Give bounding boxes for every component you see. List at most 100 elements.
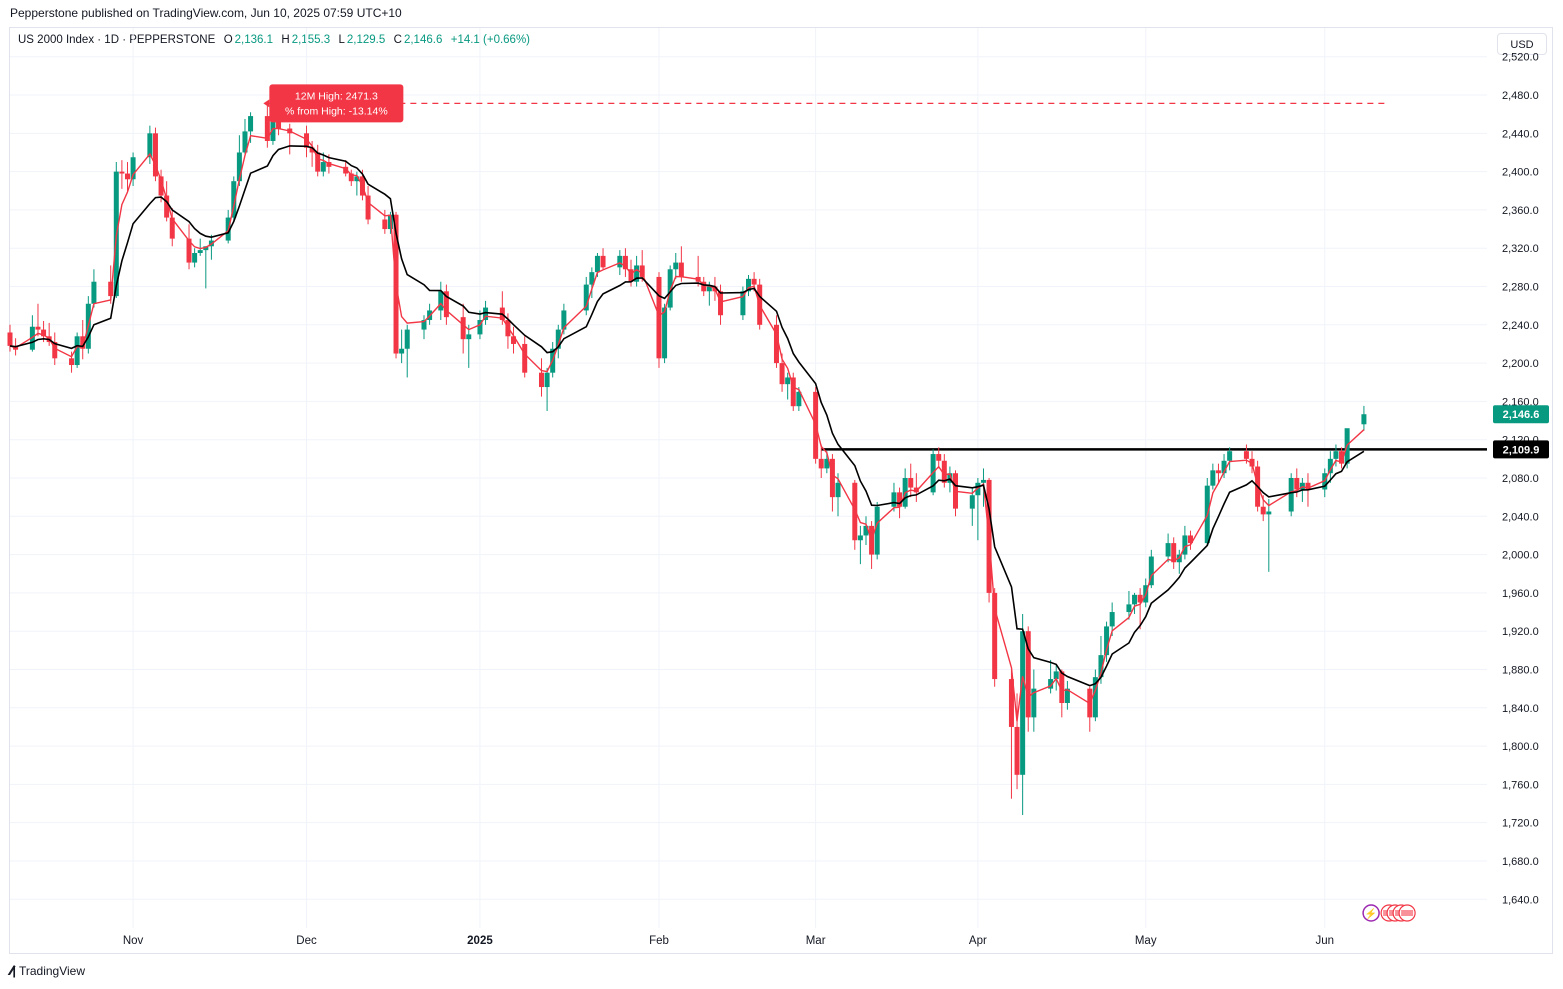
- x-tick-label: Jun: [1315, 935, 1334, 947]
- candle-body: [186, 238, 192, 263]
- last-price-label-bg: [1493, 405, 1549, 424]
- candle-body: [264, 116, 270, 141]
- lightning-glyph: ⚡: [1365, 907, 1377, 920]
- candle-body: [152, 133, 158, 177]
- candle-body: [80, 336, 86, 349]
- candle-body: [1031, 688, 1037, 718]
- candle-body: [466, 334, 472, 340]
- currency-button[interactable]: USD: [1497, 33, 1547, 55]
- candle-body: [818, 458, 824, 469]
- candle-body: [1227, 451, 1233, 461]
- y-tick-label: 2,240.0: [1502, 320, 1539, 332]
- high-annotation: 12M High: 2471.3 % from High: -13.14%: [263, 84, 404, 123]
- candle-body: [1215, 470, 1221, 474]
- candle-body: [164, 195, 170, 218]
- candle-body: [773, 324, 779, 364]
- chart-frame: [9, 27, 1553, 954]
- candle-body: [119, 171, 125, 174]
- candle-body: [304, 133, 310, 148]
- candle-body: [980, 479, 986, 483]
- candle-body: [276, 118, 282, 129]
- candle-body: [29, 326, 35, 350]
- candle-body: [1008, 679, 1014, 727]
- candle-body: [874, 506, 880, 555]
- candle-body: [538, 372, 544, 388]
- level-price-label: 2,109.9: [1503, 444, 1540, 456]
- candle-body: [1221, 460, 1227, 474]
- annotation-pointer: [263, 99, 270, 108]
- candle-body: [852, 482, 858, 541]
- candle-body: [74, 336, 80, 366]
- levels: [267, 102, 1487, 451]
- candle-body: [326, 162, 332, 167]
- y-tick-label: 1,640.0: [1502, 894, 1539, 906]
- candle-body: [309, 147, 315, 153]
- candle-body: [404, 329, 410, 349]
- y-tick-label: 2,480.0: [1502, 90, 1539, 102]
- candle-body: [913, 487, 919, 493]
- candle-body: [662, 307, 668, 359]
- candle-body: [1361, 414, 1367, 425]
- ema-slow-line: [9, 145, 1365, 687]
- candle-body: [52, 342, 58, 359]
- candle-body: [147, 133, 153, 158]
- candle-body: [555, 329, 561, 349]
- y-tick-label: 2,520.0: [1502, 52, 1539, 64]
- ohlc-legend: US 2000 Index · 1D · PEPPERSTONE O 2,136.…: [18, 34, 532, 46]
- y-tick-label: 2,280.0: [1502, 282, 1539, 294]
- candle-body: [706, 286, 712, 292]
- symbol-label[interactable]: US 2000 Index · 1D · PEPPERSTONE: [18, 34, 216, 46]
- candle-body: [1148, 556, 1154, 586]
- candle-body: [969, 495, 975, 509]
- candle-body: [1243, 451, 1249, 459]
- candle-body: [443, 291, 449, 318]
- candle-body: [477, 320, 483, 335]
- candle-body: [779, 363, 785, 385]
- candle-body: [320, 162, 326, 172]
- candle-body: [1305, 482, 1311, 490]
- footer-brand[interactable]: TradingView: [18, 963, 86, 978]
- candle-body: [701, 281, 707, 292]
- tradingview-logo-icon: ⁄⁄|: [10, 963, 16, 978]
- candle-body: [483, 307, 489, 321]
- y-tick-label: 2,200.0: [1502, 358, 1539, 370]
- candle-body: [438, 291, 444, 311]
- candle-body: [35, 326, 41, 330]
- y-tick-label: 2,400.0: [1502, 167, 1539, 179]
- candle-body: [1092, 677, 1098, 718]
- candle-body: [511, 336, 517, 344]
- candle-body: [1294, 478, 1300, 490]
- candle-body: [947, 473, 953, 483]
- level-price-label-bg: [1493, 440, 1549, 459]
- candle-body: [746, 278, 751, 292]
- y-tick-label: 1,680.0: [1502, 856, 1539, 868]
- candle-body: [203, 246, 209, 251]
- candle-body: [1059, 671, 1065, 703]
- candle-body: [857, 535, 863, 541]
- grid: [10, 28, 1487, 928]
- lightning-icon: [1362, 904, 1380, 922]
- candle-body: [7, 332, 13, 346]
- candle-body: [1064, 688, 1070, 703]
- x-tick-label: 2025: [467, 935, 493, 947]
- annotation-line1: 12M High: 2471.3: [295, 90, 378, 102]
- y-tick-label: 1,960.0: [1502, 588, 1539, 600]
- candle-body: [824, 458, 830, 469]
- candle-body: [634, 265, 640, 282]
- candle-body: [1210, 470, 1216, 486]
- y-tick-label: 2,000.0: [1502, 550, 1539, 562]
- x-tick-label: Dec: [296, 935, 317, 947]
- candle-body: [382, 219, 388, 230]
- candle-body: [231, 181, 237, 218]
- y-tick-label: 1,920.0: [1502, 626, 1539, 638]
- x-tick-label: Nov: [123, 935, 144, 947]
- x-tick-label: Apr: [969, 935, 987, 947]
- candle-body: [343, 166, 349, 174]
- candle-body: [785, 377, 791, 385]
- x-axis: Nov Dec 2025 Feb Mar Apr May Jun: [123, 935, 1334, 947]
- low-value: 2,129.5: [346, 34, 386, 46]
- close-label: C: [393, 34, 402, 46]
- change-value: +14.1 (+0.66%): [450, 34, 531, 46]
- y-tick-label: 1,880.0: [1502, 664, 1539, 676]
